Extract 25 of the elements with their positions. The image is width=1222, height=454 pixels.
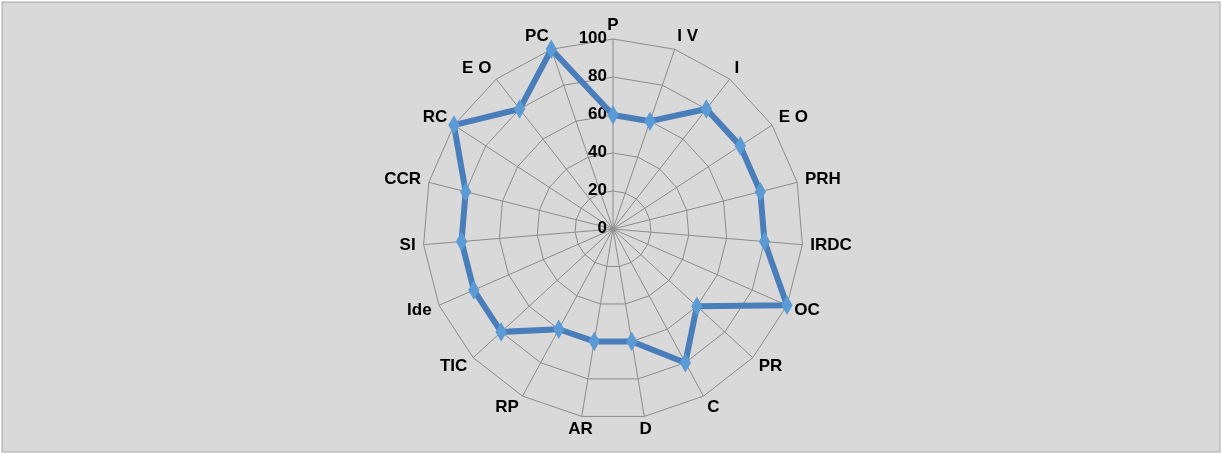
spoke-label: TIC [439, 355, 468, 375]
spoke-label: AR [568, 418, 593, 438]
y-tick-label: 100 [578, 28, 607, 48]
spoke-label: D [639, 418, 652, 438]
spoke-label: RP [495, 397, 519, 417]
spoke-label: PRH [804, 168, 841, 188]
spoke-label: Ide [407, 300, 432, 320]
spoke-label: I V [677, 26, 699, 46]
y-tick-label: 20 [588, 180, 607, 200]
spoke-label: PC [525, 26, 549, 46]
spoke-label: CCR [384, 168, 422, 188]
spoke-label: SI [399, 235, 416, 255]
y-tick-label: 80 [588, 66, 607, 86]
spoke-label: E O [778, 107, 809, 127]
y-tick-label: 0 [597, 218, 607, 238]
y-tick-label: 60 [588, 104, 607, 124]
spoke-label: I [734, 58, 740, 78]
spoke-label: IRDC [810, 235, 852, 255]
spoke-label: C [707, 397, 720, 417]
spoke-label: E O [462, 58, 492, 78]
spoke-label: RC [422, 107, 448, 127]
y-tick-label: 40 [588, 142, 607, 162]
spoke-label: OC [794, 300, 820, 320]
spoke-label: PR [758, 355, 783, 375]
spoke-label: P [607, 15, 619, 35]
